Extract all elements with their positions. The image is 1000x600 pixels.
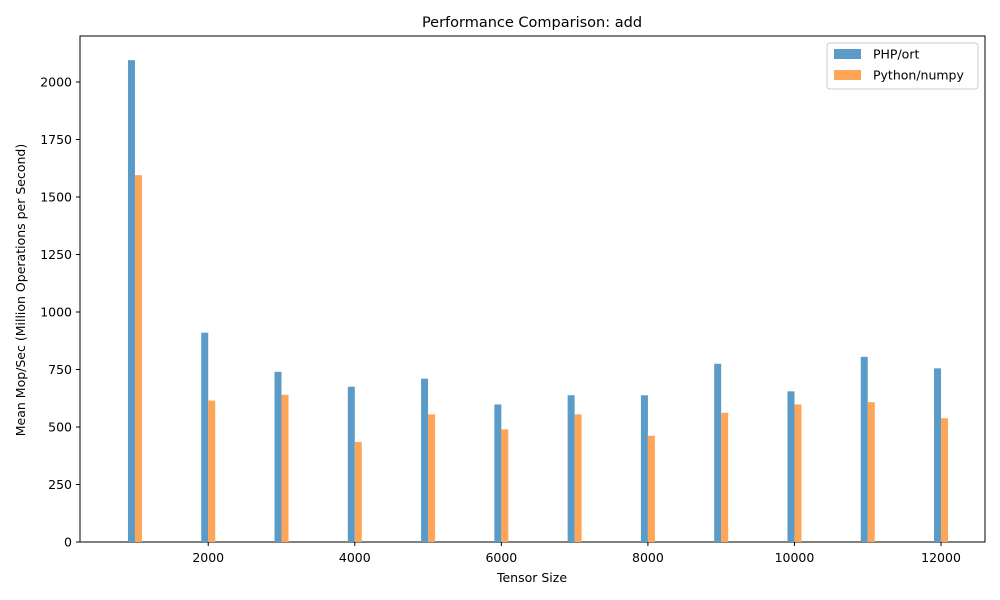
bar-python-numpy-11000 <box>867 402 875 542</box>
bar-php-ort-6000 <box>494 404 502 542</box>
bar-php-ort-11000 <box>860 356 868 542</box>
bar-python-numpy-6000 <box>501 429 509 542</box>
x-tick-label: 2000 <box>192 550 224 565</box>
bar-python-numpy-7000 <box>574 414 582 542</box>
x-tick-label: 12000 <box>921 550 961 565</box>
x-tick-label: 6000 <box>485 550 517 565</box>
bar-php-ort-4000 <box>347 386 355 542</box>
y-tick-label: 0 <box>64 535 72 550</box>
y-axis-ticks: 0 250 500 750 1000 1250 1500 1750 2000 <box>40 75 80 550</box>
bar-python-numpy-12000 <box>941 418 949 542</box>
legend-label-1: Python/numpy <box>873 68 964 83</box>
y-tick-label: 250 <box>48 477 72 492</box>
legend-box <box>826 42 979 90</box>
bar-php-ort-8000 <box>640 395 648 542</box>
y-tick-label: 1500 <box>40 190 72 205</box>
y-tick-label: 1250 <box>40 247 72 262</box>
legend-swatch-0 <box>834 49 861 59</box>
y-tick-label: 2000 <box>40 75 72 90</box>
plot-area <box>79 35 986 543</box>
x-tick-label: 8000 <box>632 550 664 565</box>
bar-python-numpy-4000 <box>354 441 362 542</box>
bar-php-ort-3000 <box>274 371 282 542</box>
x-tick-label: 10000 <box>775 550 815 565</box>
legend-label-0: PHP/ort <box>873 47 919 62</box>
x-axis-ticks: 2000 4000 6000 8000 10000 12000 <box>192 542 961 565</box>
bar-python-numpy-1000 <box>134 175 142 542</box>
bars-group <box>127 60 949 543</box>
y-axis-label: Mean Mop/Sec (Million Operations per Sec… <box>13 144 28 437</box>
y-tick-label: 750 <box>48 362 72 377</box>
y-tick-label: 500 <box>48 420 72 435</box>
y-tick-label: 1750 <box>40 132 72 147</box>
bar-php-ort-1000 <box>127 60 135 543</box>
bar-python-numpy-8000 <box>647 435 655 542</box>
bar-php-ort-5000 <box>421 378 429 542</box>
bar-php-ort-2000 <box>201 332 209 542</box>
bar-php-ort-7000 <box>567 395 575 542</box>
bar-python-numpy-5000 <box>428 414 436 542</box>
y-tick-label: 1000 <box>40 305 72 320</box>
chart-title: Performance Comparison: add <box>422 15 642 31</box>
bar-python-numpy-9000 <box>721 412 729 542</box>
legend-swatch-1 <box>834 70 861 80</box>
legend: PHP/ort Python/numpy <box>826 42 979 90</box>
bar-php-ort-9000 <box>714 363 722 542</box>
bar-python-numpy-2000 <box>208 400 216 542</box>
bar-python-numpy-3000 <box>281 394 289 542</box>
x-tick-label: 4000 <box>339 550 371 565</box>
bar-python-numpy-10000 <box>794 404 802 542</box>
bar-php-ort-12000 <box>934 368 942 542</box>
x-axis-label: Tensor Size <box>496 570 567 585</box>
plot-frame <box>79 35 986 543</box>
bar-php-ort-10000 <box>787 391 795 542</box>
